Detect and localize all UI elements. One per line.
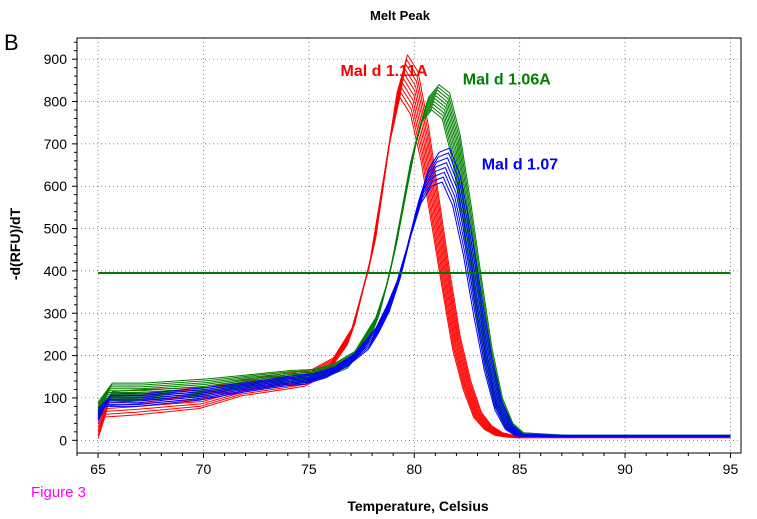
chart-title: Melt Peak	[370, 8, 431, 23]
series-line-1	[97, 92, 731, 439]
series-label: Mal d 1.07	[482, 156, 559, 173]
y-tick-label: 600	[44, 178, 68, 194]
x-tick-label: 75	[301, 461, 317, 477]
y-tick-label: 200	[44, 348, 68, 364]
series-lines	[97, 54, 731, 439]
y-tick-label: 700	[44, 136, 68, 152]
y-axis-label: -d(RFU)/dT	[7, 207, 23, 280]
y-tick-label: 0	[59, 432, 67, 448]
grid-lines	[77, 38, 741, 453]
x-tick-label: 70	[196, 461, 212, 477]
x-tick-label: 85	[512, 461, 528, 477]
figure-label: Figure 3	[31, 484, 87, 501]
series-line-3	[97, 147, 731, 436]
series-labels: Mal d 1.11A Mal d 1.06A Mal d 1.07	[340, 63, 558, 173]
y-tick-label: 100	[44, 390, 68, 406]
y-tick-label: 400	[44, 263, 68, 279]
y-tick-label: 900	[44, 51, 68, 67]
x-tick-label: 90	[617, 461, 633, 477]
series-label: Mal d 1.06A	[463, 72, 551, 89]
series-label: Mal d 1.11A	[340, 63, 428, 80]
y-tick-label: 800	[44, 94, 68, 110]
y-tick-label: 500	[44, 221, 68, 237]
axes: 65 70 75 80 85 90 95 0 100 200 300 400 500 600 700 800 9…	[44, 41, 739, 477]
series-line-1	[97, 82, 731, 438]
series-line-2	[97, 92, 731, 437]
x-tick-label: 65	[90, 461, 106, 477]
x-tick-label: 80	[406, 461, 422, 477]
x-axis-label: Temperature, Celsius	[347, 498, 489, 514]
y-tick-label: 300	[44, 305, 68, 321]
x-tick-label: 95	[723, 461, 739, 477]
series-line-3	[97, 171, 731, 437]
series-line-2	[97, 84, 731, 436]
series-line-3	[97, 167, 731, 437]
panel-letter: B	[4, 30, 19, 55]
